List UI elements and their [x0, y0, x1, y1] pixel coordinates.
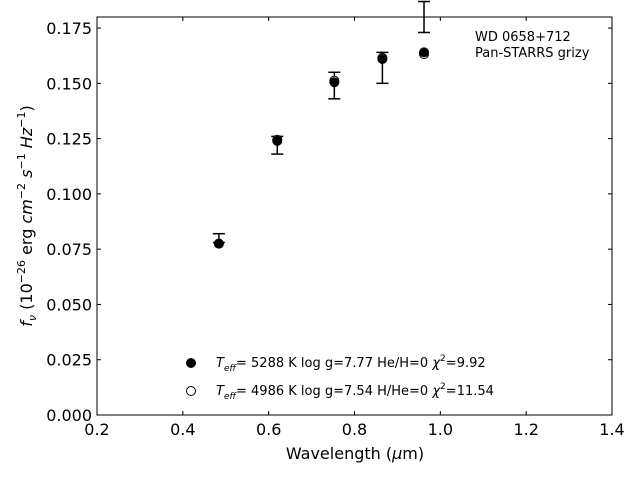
y-tick-label: 0.025	[46, 351, 92, 370]
legend-1-teff: 5288	[251, 356, 284, 371]
ticks-layer: 0.2 0.4 0.6 0.8 1.0 1.2 1.4 0.000 0.025 0.050 0.07…	[46, 17, 625, 439]
y-tick-label: 0.075	[46, 240, 92, 259]
text-layer: WD 0658+712 Pan-STARRS grizy Wavelength …	[15, 30, 590, 463]
annotation-line-2: Pan-STARRS grizy	[475, 46, 590, 61]
y-tick-label: 0.050	[46, 295, 92, 314]
y-tick-label: 0.150	[46, 74, 92, 93]
model-point-filled	[213, 238, 224, 249]
model-point-filled	[377, 54, 388, 65]
legend-marker-filled	[186, 358, 196, 368]
y-tick-label: 0.000	[46, 406, 92, 425]
y-tick-label: 0.175	[46, 19, 92, 38]
legend-1-logg: 7.77	[344, 356, 373, 371]
y-tick-label: 0.100	[46, 185, 92, 204]
x-tick-label: 1.0	[428, 420, 453, 439]
y-axis-label: fν (10−26 erg cm−2 s−1 Hz−1)	[15, 105, 39, 326]
x-tick-label: 1.2	[513, 420, 538, 439]
y-tick-label: 0.125	[46, 130, 92, 149]
legend-2-chi2: 11.54	[457, 384, 494, 399]
legend-marker-open	[186, 386, 196, 396]
legend-2-teff: 4986	[251, 384, 284, 399]
legend: Teff= 5288 K log g=7.77 He/H=0 χ2=9.92 T…	[186, 354, 494, 402]
x-tick-label: 0.2	[84, 420, 109, 439]
legend-1-comp: He/H=0	[377, 356, 428, 371]
x-tick-label: 0.8	[342, 420, 367, 439]
x-axis-label: Wavelength (μm)	[286, 444, 424, 463]
legend-entry-1: Teff= 5288 K log g=7.77 He/H=0 χ2=9.92	[216, 354, 486, 374]
marks-layer	[212, 0, 431, 249]
x-tick-label: 0.4	[170, 420, 195, 439]
x-tick-label: 1.4	[599, 420, 624, 439]
plot-frame	[96, 16, 613, 416]
model-point-filled	[272, 135, 283, 146]
legend-entry-2: Teff= 4986 K log g=7.54 H/He=0 χ2=11.54	[216, 382, 494, 402]
legend-2-comp: H/He=0	[377, 384, 428, 399]
legend-1-chi2: 9.92	[457, 356, 486, 371]
legend-2-logg: 7.54	[344, 384, 373, 399]
model-point-filled	[419, 47, 430, 58]
model-point-filled	[329, 77, 340, 88]
annotation-line-1: WD 0658+712	[475, 30, 571, 45]
x-tick-label: 0.6	[256, 420, 281, 439]
